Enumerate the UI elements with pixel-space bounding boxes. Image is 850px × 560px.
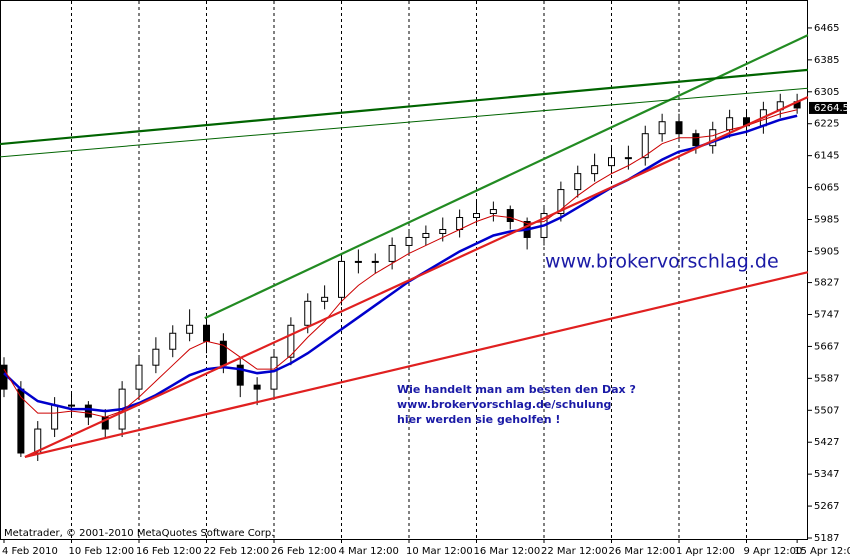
y-tick-label: 5905: [814, 246, 839, 257]
y-tick-label: 5667: [814, 341, 839, 352]
candle-body: [473, 213, 480, 219]
trendline: [0, 68, 809, 146]
candle-body: [574, 173, 582, 191]
x-tick-label: 22 Mar 12:00: [541, 546, 608, 557]
candle-body: [506, 209, 514, 223]
price-label-box: [809, 101, 847, 114]
candle-body: [51, 404, 59, 430]
candle-body: [371, 260, 379, 263]
x-tick-label: 15 Apr 12:00: [794, 546, 850, 557]
x-tick-label: 4 Feb 2010: [2, 546, 58, 557]
copyright: Metatrader, © 2001-2010 MetaQuotes Softw…: [4, 528, 274, 539]
x-tick-label: 16 Mar 12:00: [474, 546, 541, 557]
candle-body: [0, 364, 8, 390]
candle-body: [726, 117, 734, 131]
y-tick-label: 5827: [814, 278, 839, 289]
x-tick-label: 26 Mar 12:00: [609, 546, 676, 557]
annotation: hier werden sie geholfen !: [397, 413, 560, 426]
y-tick-label: 6225: [814, 119, 839, 130]
candle-body: [203, 324, 210, 342]
trendline: [24, 95, 809, 458]
candle-body: [135, 364, 143, 390]
x-tick-label: 4 Mar 12:00: [339, 546, 399, 557]
x-tick-label: 26 Feb 12:00: [271, 546, 337, 557]
y-tick-label: 5427: [814, 437, 839, 448]
candle-body: [84, 404, 92, 418]
candle-body: [456, 217, 464, 230]
moving-average: [3, 114, 798, 413]
candle-body: [321, 296, 329, 302]
candle-body: [489, 209, 497, 215]
y-tick-label: 6305: [814, 87, 839, 98]
candle-body: [388, 244, 396, 262]
candle-body: [287, 324, 295, 358]
trendline: [204, 34, 809, 320]
y-tick-label: 5747: [814, 310, 839, 321]
candle-body: [658, 121, 666, 135]
candle-body: [641, 133, 649, 159]
y-tick-label: 5985: [814, 215, 839, 226]
candle-body: [405, 236, 413, 246]
y-tick-label: 5587: [814, 373, 839, 384]
candle-body: [270, 356, 278, 390]
annotation: www.brokervorschlag.de/schulung: [397, 398, 611, 411]
candle-body: [422, 232, 430, 238]
y-tick-label: 5267: [814, 501, 839, 512]
y-tick-label: 6465: [814, 23, 839, 34]
x-tick-label: 10 Feb 12:00: [69, 546, 135, 557]
candle-body: [68, 404, 75, 407]
y-tick-label: 5347: [814, 469, 839, 480]
candle-body: [557, 189, 565, 215]
candle-body: [354, 260, 362, 263]
candle-body: [608, 157, 615, 167]
trendline: [0, 87, 808, 158]
annotation: Wie handelt man am besten den Dax ?: [397, 383, 636, 396]
candle-body: [169, 332, 177, 350]
candle-body: [709, 129, 717, 147]
candle-body: [236, 364, 244, 386]
candle-body: [624, 157, 632, 160]
candle-body: [338, 260, 345, 298]
y-tick-label: 6065: [814, 183, 839, 194]
y-tick-label: 5507: [814, 405, 839, 416]
y-tick-label: 6385: [814, 55, 839, 66]
x-tick-label: 16 Feb 12:00: [136, 546, 202, 557]
y-tick-label: 6145: [814, 151, 839, 162]
x-tick-label: 9 Apr 12:00: [744, 546, 803, 557]
candle-body: [675, 121, 683, 135]
trendline: [24, 271, 809, 459]
candle-body: [186, 324, 194, 334]
candle-body: [304, 300, 312, 326]
price-label: 6264.5: [814, 103, 849, 114]
moving-average: [3, 109, 798, 418]
x-tick-label: 1 Apr 12:00: [676, 546, 735, 557]
y-tick-label: 5187: [814, 533, 839, 544]
plot-frame: [0, 0, 808, 540]
candle-body: [439, 228, 447, 234]
watermark: www.brokervorschlag.de: [545, 251, 779, 273]
candle-body: [692, 133, 700, 147]
candle-body: [152, 348, 160, 366]
candle-body: [591, 165, 599, 175]
x-tick-label: 22 Feb 12:00: [204, 546, 270, 557]
candle-body: [253, 384, 261, 390]
x-tick-label: 10 Mar 12:00: [406, 546, 473, 557]
